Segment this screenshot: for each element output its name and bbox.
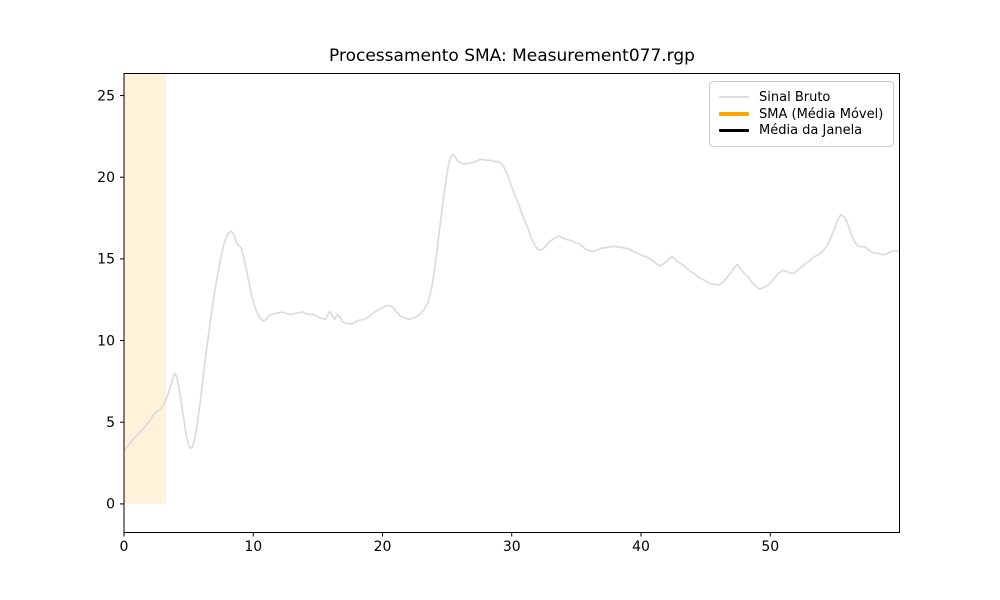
x-tick-label: 40	[632, 539, 650, 555]
legend-item-label: Média da Janela	[759, 123, 863, 139]
x-tick-label: 20	[374, 539, 392, 555]
y-tick-label: 5	[106, 415, 115, 431]
legend-item-sma: SMA (Média Móvel)	[719, 106, 883, 123]
y-tick-label: 0	[106, 497, 115, 513]
y-tick-label: 10	[97, 333, 115, 349]
legend-line-sinal-bruto	[719, 96, 749, 99]
legend-item-media-janela: Média da Janela	[719, 122, 883, 139]
y-tick-label: 20	[97, 170, 115, 186]
x-tick-label: 10	[244, 539, 262, 555]
legend: Sinal Bruto SMA (Média Móvel) Média da J…	[709, 81, 894, 147]
y-tick-label: 25	[97, 88, 115, 104]
sma-window-band	[124, 73, 167, 504]
chart-title: Processamento SMA: Measurement077.rgp	[329, 46, 695, 66]
y-tick-label: 15	[97, 252, 115, 268]
legend-line-media-janela	[719, 129, 749, 133]
legend-item-label: Sinal Bruto	[759, 89, 831, 105]
x-tick-label: 50	[761, 539, 779, 555]
legend-item-sinal-bruto: Sinal Bruto	[719, 89, 883, 106]
x-tick-label: 30	[503, 539, 521, 555]
x-tick-label: 0	[120, 539, 129, 555]
series-line-sinal-bruto	[123, 153, 900, 451]
legend-line-sma	[719, 112, 749, 116]
legend-item-label: SMA (Média Móvel)	[759, 106, 884, 122]
